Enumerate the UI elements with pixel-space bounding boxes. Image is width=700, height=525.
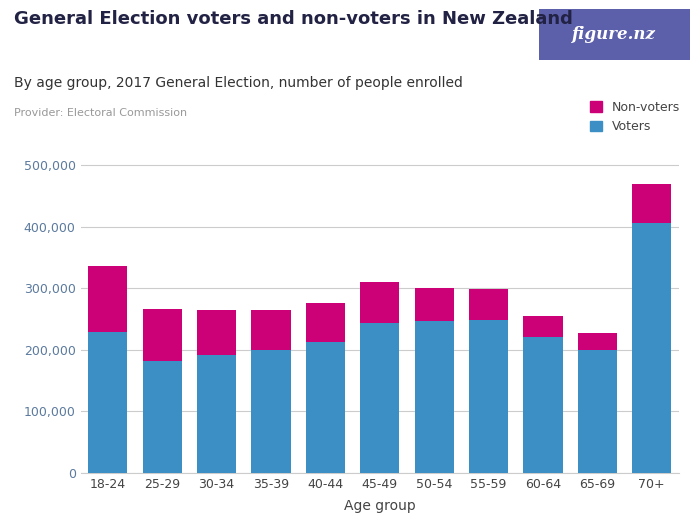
Bar xyxy=(524,338,563,472)
Bar xyxy=(578,333,617,350)
Bar xyxy=(251,310,290,350)
Bar xyxy=(469,320,508,472)
Bar xyxy=(197,354,236,472)
Text: By age group, 2017 General Election, number of people enrolled: By age group, 2017 General Election, num… xyxy=(14,76,463,90)
Bar xyxy=(578,350,617,472)
Bar xyxy=(632,184,671,223)
Bar xyxy=(88,332,127,472)
Text: figure.nz: figure.nz xyxy=(573,26,657,44)
Bar xyxy=(306,342,345,472)
Text: General Election voters and non-voters in New Zealand: General Election voters and non-voters i… xyxy=(14,10,573,28)
Bar xyxy=(414,288,454,321)
Bar xyxy=(524,316,563,338)
Bar xyxy=(88,266,127,332)
Bar xyxy=(143,309,182,361)
Bar xyxy=(414,321,454,472)
Bar xyxy=(360,323,399,472)
Bar xyxy=(197,310,236,354)
Legend: Non-voters, Voters: Non-voters, Voters xyxy=(590,101,680,133)
Text: Provider: Electoral Commission: Provider: Electoral Commission xyxy=(14,108,187,118)
X-axis label: Age group: Age group xyxy=(344,499,416,513)
Bar xyxy=(143,361,182,472)
Bar xyxy=(251,350,290,472)
Bar xyxy=(306,303,345,342)
Bar xyxy=(632,223,671,472)
Bar xyxy=(469,289,508,320)
Bar xyxy=(360,282,399,323)
